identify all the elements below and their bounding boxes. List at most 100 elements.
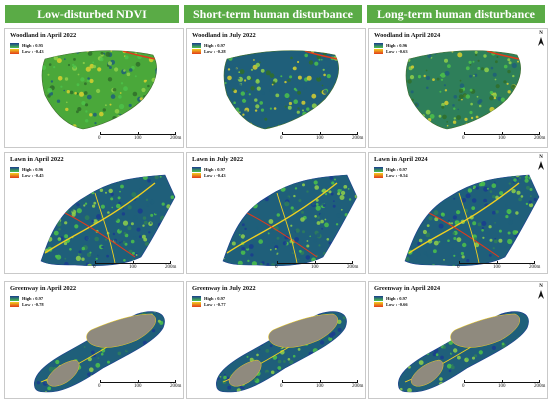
map-panel-lawn-apr-2024: Lawn in April 2024 High : 0.97 Low : -0.54… bbox=[368, 152, 548, 274]
ndvi-map bbox=[216, 311, 347, 393]
legend-low-label: Low : -0.45 bbox=[22, 172, 44, 178]
panel-title: Greenway in April 2022 bbox=[10, 285, 77, 292]
ndvi-map bbox=[34, 311, 165, 393]
ndvi-legend: High : 0.97 Low : -0.54 bbox=[374, 166, 408, 178]
map-panel-woodland-apr-2024: Woodland in April 2024 High : 0.96 Low : -… bbox=[368, 28, 548, 148]
legend-high-swatch bbox=[10, 42, 19, 48]
scale-label: 200m bbox=[170, 136, 182, 141]
scale-label: 200m bbox=[352, 384, 364, 389]
scale-label: 0 bbox=[457, 265, 460, 270]
scale-bar: 0 100 200m bbox=[98, 132, 181, 142]
legend-low-swatch bbox=[192, 48, 201, 54]
scale-bar: 0 100 200m bbox=[98, 380, 181, 390]
legend-low-swatch bbox=[10, 48, 19, 54]
scale-label: 100 bbox=[498, 136, 506, 141]
legend-low-swatch bbox=[374, 301, 383, 307]
legend-low-label: Low : -0.63 bbox=[386, 48, 408, 54]
panel-title: Lawn in April 2022 bbox=[10, 156, 64, 163]
lake-water bbox=[268, 313, 338, 348]
panel-title: Greenway in April 2024 bbox=[374, 285, 441, 292]
scale-label: 100 bbox=[311, 265, 319, 270]
legend-high-swatch bbox=[10, 166, 19, 172]
scale-label: 100 bbox=[134, 384, 142, 389]
ndvi-legend: High : 0.97 Low : -0.28 bbox=[192, 42, 226, 54]
legend-high-swatch bbox=[192, 295, 201, 301]
map-panel-greenway-apr-2024: Greenway in April 2024 High : 0.97 Low : -… bbox=[368, 281, 548, 399]
ndvi-legend: High : 0.97 Low : -0.66 bbox=[374, 295, 408, 307]
panel-title: Woodland in July 2022 bbox=[192, 32, 256, 39]
scale-label: 0 bbox=[462, 384, 465, 389]
legend-high-swatch bbox=[192, 42, 201, 48]
legend-high-swatch bbox=[374, 42, 383, 48]
ndvi-map bbox=[41, 50, 157, 130]
map-panel-woodland-apr-2022: Woodland in April 2022 High : 0.95 Low : -… bbox=[4, 28, 184, 148]
scale-label: 100 bbox=[493, 265, 501, 270]
panel-title: Woodland in April 2024 bbox=[374, 32, 441, 39]
legend-high-swatch bbox=[374, 295, 383, 301]
ndvi-map bbox=[398, 311, 529, 393]
legend-high-label: High : 0.97 bbox=[386, 295, 408, 301]
legend-low-swatch bbox=[192, 172, 201, 178]
legend-high-label: High : 0.96 bbox=[386, 42, 408, 48]
legend-low-label: Low : -0.78 bbox=[22, 301, 44, 307]
scale-label: 100 bbox=[129, 265, 137, 270]
map-panel-woodland-jul-2022: Woodland in July 2022 High : 0.97 Low : -0… bbox=[186, 28, 366, 148]
map-panel-lawn-jul-2022: Lawn in July 2022 High : 0.97 Low : -0.43 0… bbox=[186, 152, 366, 274]
scale-label: 100 bbox=[498, 384, 506, 389]
legend-high-swatch bbox=[192, 166, 201, 172]
map-panel-greenway-jul-2022: Greenway in July 2022 High : 0.97 Low : -0… bbox=[186, 281, 366, 399]
scale-bar: 0 100 200m bbox=[280, 380, 363, 390]
scale-label: 0 bbox=[275, 265, 278, 270]
pond-water bbox=[410, 359, 444, 387]
legend-low-label: Low : -0.66 bbox=[386, 301, 408, 307]
ndvi-map bbox=[404, 174, 540, 267]
legend-low-label: Low : -0.28 bbox=[204, 48, 226, 54]
map-panel-lawn-apr-2022: Lawn in April 2022 High : 0.96 Low : -0.45… bbox=[4, 152, 184, 274]
lake-water bbox=[450, 313, 520, 348]
panel-title: Lawn in April 2024 bbox=[374, 156, 428, 163]
legend-high-label: High : 0.97 bbox=[22, 295, 44, 301]
scale-bar: 0 100 200m bbox=[280, 132, 363, 142]
legend-low-swatch bbox=[10, 172, 19, 178]
scale-label: 100 bbox=[316, 136, 324, 141]
ndvi-map bbox=[405, 50, 521, 130]
ndvi-legend: High : 0.97 Low : -0.77 bbox=[192, 295, 226, 307]
legend-high-swatch bbox=[374, 166, 383, 172]
ndvi-legend: High : 0.97 Low : -0.43 bbox=[192, 166, 226, 178]
north-arrow-icon: N bbox=[536, 284, 546, 300]
scale-label: 0 bbox=[98, 136, 101, 141]
legend-low-label: Low : -0.77 bbox=[204, 301, 226, 307]
scale-label: 0 bbox=[462, 136, 465, 141]
scale-label: 200m bbox=[534, 136, 546, 141]
study-area-region bbox=[40, 174, 176, 267]
scale-bar: 0 100 200m bbox=[462, 380, 545, 390]
scale-label: 100 bbox=[134, 136, 142, 141]
legend-low-swatch bbox=[192, 301, 201, 307]
legend-high-label: High : 0.97 bbox=[204, 295, 226, 301]
scale-label: 200m bbox=[347, 265, 359, 270]
header-long-term: Long-term human disturbance NDVI bbox=[367, 5, 545, 39]
panel-title: Lawn in July 2022 bbox=[192, 156, 244, 163]
scale-bar: 0 100 200m bbox=[462, 132, 545, 142]
lake-water bbox=[86, 313, 156, 348]
scale-label: 100 bbox=[316, 384, 324, 389]
ndvi-legend: High : 0.96 Low : -0.45 bbox=[10, 166, 44, 178]
scale-label: 200m bbox=[352, 136, 364, 141]
scale-label: 200m bbox=[165, 265, 177, 270]
legend-low-swatch bbox=[10, 301, 19, 307]
scale-bar: 0 100 200m bbox=[93, 261, 176, 271]
scale-label: 0 bbox=[280, 384, 283, 389]
ndvi-map bbox=[223, 50, 339, 130]
pond-water bbox=[228, 359, 262, 387]
legend-low-label: Low : -0.54 bbox=[386, 172, 408, 178]
ndvi-map bbox=[40, 174, 176, 267]
north-arrow-icon: N bbox=[536, 155, 546, 171]
scale-label: 200m bbox=[534, 384, 546, 389]
scale-label: 200m bbox=[170, 384, 182, 389]
legend-high-label: High : 0.96 bbox=[22, 166, 44, 172]
header-low-disturbed: Low-disturbed NDVI bbox=[5, 5, 179, 23]
panel-title: Greenway in July 2022 bbox=[192, 285, 256, 292]
legend-high-label: High : 0.95 bbox=[22, 42, 44, 48]
legend-high-swatch bbox=[10, 295, 19, 301]
scale-bar: 0 100 200m bbox=[457, 261, 540, 271]
